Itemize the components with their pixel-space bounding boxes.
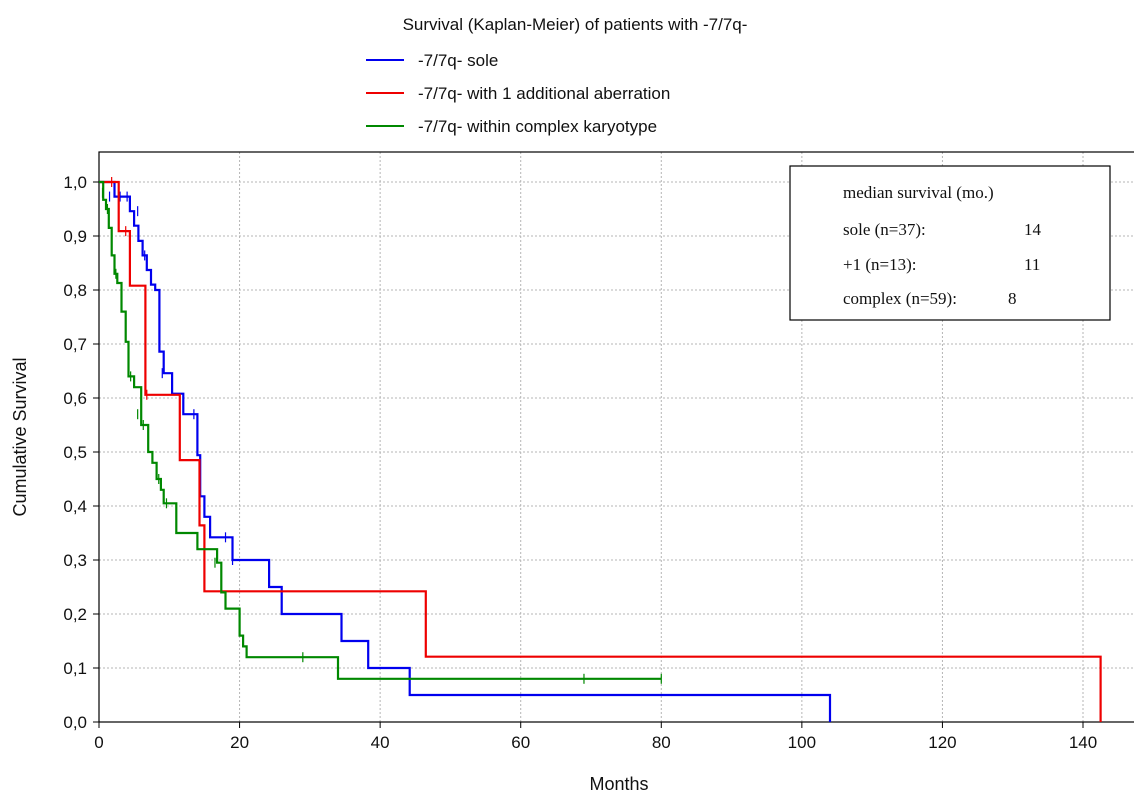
y-tick-label: 0,0 [63,713,87,732]
x-tick-label: 120 [928,733,956,752]
median-row-label: complex (n=59): [843,289,957,308]
y-tick-label: 0,6 [63,389,87,408]
x-tick-label: 100 [788,733,816,752]
median-row-value: 8 [1008,289,1017,308]
median-survival-header: median survival (mo.) [843,183,994,202]
series-1 [99,180,832,722]
x-axis-label: Months [589,774,648,794]
grid [99,152,1134,722]
series-layer [99,177,1102,722]
x-axis: 0 20 40 60 80 100 120 140 [94,722,1097,752]
median-survival-box: median survival (mo.) sole (n=37): 14 +1… [789,165,1111,321]
y-tick-label: 0,8 [63,281,87,300]
y-tick-label: 0,1 [63,659,87,678]
series-2 [99,177,1102,722]
legend-label: -7/7q- within complex karyotype [418,117,657,136]
x-tick-label: 20 [230,733,249,752]
series-3 [99,180,662,684]
y-axis: 0,0 0,1 0,2 0,3 0,4 0,5 0,6 0,7 0,8 0,9 1,0 [63,173,99,732]
x-tick-label: 0 [94,733,103,752]
y-tick-label: 0,2 [63,605,87,624]
median-row-value: 14 [1024,220,1042,239]
y-tick-label: 0,7 [63,335,87,354]
y-tick-label: 0,4 [63,497,87,516]
y-tick-label: 0,3 [63,551,87,570]
series-line [99,180,832,722]
x-tick-label: 40 [371,733,390,752]
y-tick-label: 1,0 [63,173,87,192]
y-tick-label: 0,5 [63,443,87,462]
legend-label: -7/7q- with 1 additional aberration [418,84,670,103]
median-row-label: sole (n=37): [843,220,926,239]
legend-label: -7/7q- sole [418,51,498,70]
y-axis-label: Cumulative Survival [10,357,30,516]
median-row-label: +1 (n=13): [843,255,916,274]
median-row-value: 11 [1024,255,1040,274]
plot-frame [98,151,1134,723]
x-tick-label: 140 [1069,733,1097,752]
x-tick-label: 80 [652,733,671,752]
series-line [99,180,662,680]
chart-title: Survival (Kaplan-Meier) of patients with… [403,15,748,34]
legend: -7/7q- sole -7/7q- with 1 additional aber… [366,51,670,136]
median-survival-box-frame [789,165,1111,321]
y-tick-label: 0,9 [63,227,87,246]
x-tick-label: 60 [511,733,530,752]
